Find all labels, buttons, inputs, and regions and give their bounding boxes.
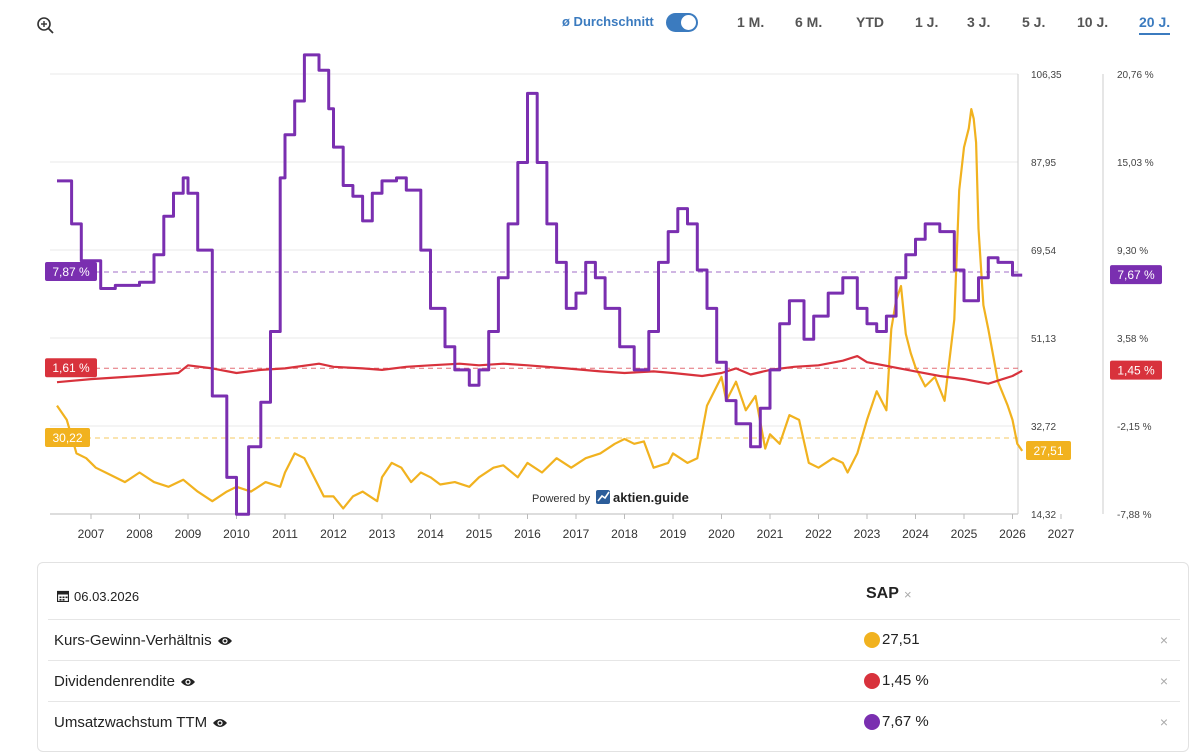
range-5y[interactable]: 5 J.: [1022, 14, 1046, 30]
remove-symbol-button[interactable]: ×: [904, 587, 912, 602]
y-left-tick-label: 87,95: [1031, 158, 1056, 169]
average-badge: [45, 427, 90, 447]
series-line-2: [57, 53, 1023, 516]
panel-date: 06.03.2026: [74, 589, 140, 604]
range-10y[interactable]: 10 J.: [1077, 14, 1109, 30]
zoom-in-icon[interactable]: [36, 16, 56, 36]
series-line-0: [56, 107, 1024, 510]
x-tick-label: 2017: [563, 527, 590, 541]
y-left-tick-label: 32,72: [1031, 422, 1056, 433]
remove-metric-button[interactable]: ×: [1159, 673, 1168, 689]
y-left-tick-label: 106,35: [1031, 70, 1062, 81]
series-line-1: [56, 355, 1023, 385]
x-tick-label: 2007: [78, 527, 105, 541]
logo-trend-icon: [597, 491, 610, 502]
metric-value: 1,45 %: [882, 672, 929, 689]
x-tick-label: 2008: [126, 527, 153, 541]
last-value-badge: [1026, 440, 1071, 460]
last-value-badge-label: 7,67 %: [1117, 268, 1155, 282]
last-value-badge: [1110, 265, 1162, 285]
series-color-dot: [864, 673, 880, 689]
eye-icon[interactable]: [212, 717, 228, 729]
remove-metric-button[interactable]: ×: [1159, 714, 1168, 730]
average-lines: [50, 271, 1018, 439]
chart-grid: [50, 73, 1018, 515]
x-tick-label: 2026: [999, 527, 1026, 541]
y-right-tick-label: 9,30 %: [1117, 246, 1148, 257]
y-right-tick-label: -2,15 %: [1117, 422, 1152, 433]
average-badge: [45, 262, 97, 282]
range-20y[interactable]: 20 J.: [1139, 14, 1171, 35]
y-left-tick-label: 69,54: [1031, 246, 1056, 257]
watermark-text: Powered by: [532, 493, 591, 505]
average-toggle-label[interactable]: ø Durchschnitt: [562, 14, 654, 29]
y-right-tick-label: 15,03 %: [1117, 158, 1154, 169]
last-value-badge: [1110, 360, 1162, 380]
x-tick-label: 2020: [708, 527, 735, 541]
x-tick-label: 2021: [757, 527, 784, 541]
last-value-badge-label: 1,45 %: [1117, 364, 1155, 378]
series-color-dot: [864, 714, 880, 730]
x-tick-label: 2015: [466, 527, 493, 541]
watermark-brand: aktien.guide: [613, 490, 689, 505]
x-tick-label: 2027: [1048, 527, 1075, 541]
y-right-tick-label: 3,58 %: [1117, 334, 1148, 345]
average-badge-label: 30,22: [52, 431, 82, 445]
comparison-panel: 06.03.2026 SAP × Kurs-Gewinn-Verhältnis …: [37, 562, 1189, 752]
x-tick-label: 2009: [175, 527, 202, 541]
metric-row-kgv: Kurs-Gewinn-Verhältnis 27,51 ×: [48, 619, 1180, 660]
powered-by-watermark: Powered by aktien.guide: [532, 490, 689, 505]
metric-label: Kurs-Gewinn-Verhältnis: [54, 632, 212, 649]
last-value-badge-label: 27,51: [1033, 444, 1063, 458]
x-tick-label: 2024: [902, 527, 929, 541]
average-toggle-switch[interactable]: [666, 13, 698, 32]
average-badge: [45, 358, 97, 378]
average-badge-label: 1,61 %: [52, 361, 90, 375]
x-tick-label: 2022: [805, 527, 832, 541]
eye-icon[interactable]: [217, 635, 233, 647]
calendar-icon: [57, 590, 69, 602]
chart-toolbar: ø Durchschnitt 1 M. 6 M. YTD 1 J. 3 J. 5…: [0, 0, 1203, 48]
metric-row-dividend: Dividendenrendite 1,45 % ×: [48, 660, 1180, 701]
y-left-tick-label: 51,13: [1031, 334, 1056, 345]
remove-metric-button[interactable]: ×: [1159, 632, 1168, 648]
range-6m[interactable]: 6 M.: [795, 14, 823, 30]
x-tick-label: 2019: [660, 527, 687, 541]
range-1y[interactable]: 1 J.: [915, 14, 939, 30]
range-ytd[interactable]: YTD: [856, 14, 884, 30]
x-tick-label: 2025: [951, 527, 978, 541]
x-tick-label: 2011: [272, 527, 298, 541]
series-color-dot: [864, 632, 880, 648]
toggle-knob: [681, 15, 696, 30]
y-axis-right: 20,76 % 15,03 % 9,30 % 3,58 % -2,15 % -7,88 %: [1102, 70, 1154, 521]
metric-value: 7,67 %: [882, 713, 929, 730]
range-1m[interactable]: 1 M.: [737, 14, 765, 30]
metrics-chart[interactable]: 2007 2008 2009 2010 2011 2012 2013 2014 2015 2016…: [0, 50, 1203, 550]
x-tick-label: 2010: [223, 527, 250, 541]
y-axis-left: 106,35 87,95 69,54 51,13 32,72 14,32: [1017, 70, 1062, 521]
panel-symbol: SAP: [866, 585, 899, 602]
x-tick-label: 2018: [611, 527, 638, 541]
metric-label: Dividendenrendite: [54, 673, 175, 690]
metric-value: 27,51: [882, 631, 920, 648]
x-tick-label: 2016: [514, 527, 541, 541]
metric-label: Umsatzwachstum TTM: [54, 714, 208, 731]
x-tick-label: 2012: [320, 527, 347, 541]
range-3y[interactable]: 3 J.: [967, 14, 991, 30]
value-badges: 30,22 27,51 1,61 % 1,45 % 7,87 % 7,67 %: [45, 262, 1162, 460]
average-badge-label: 7,87 %: [52, 265, 90, 279]
y-right-tick-label: 20,76 %: [1117, 70, 1154, 81]
eye-icon[interactable]: [180, 676, 196, 688]
metric-row-revenue-growth: Umsatzwachstum TTM 7,67 % ×: [48, 701, 1180, 742]
x-axis: 2007 2008 2009 2010 2011 2012 2013 2014 2015 2016…: [50, 513, 1075, 541]
x-tick-label: 2014: [417, 527, 444, 541]
y-left-tick-label: 14,32: [1031, 510, 1056, 521]
x-tick-label: 2023: [854, 527, 881, 541]
y-right-tick-label: -7,88 %: [1117, 510, 1152, 521]
x-tick-label: 2013: [369, 527, 396, 541]
series-lines: [56, 53, 1024, 516]
